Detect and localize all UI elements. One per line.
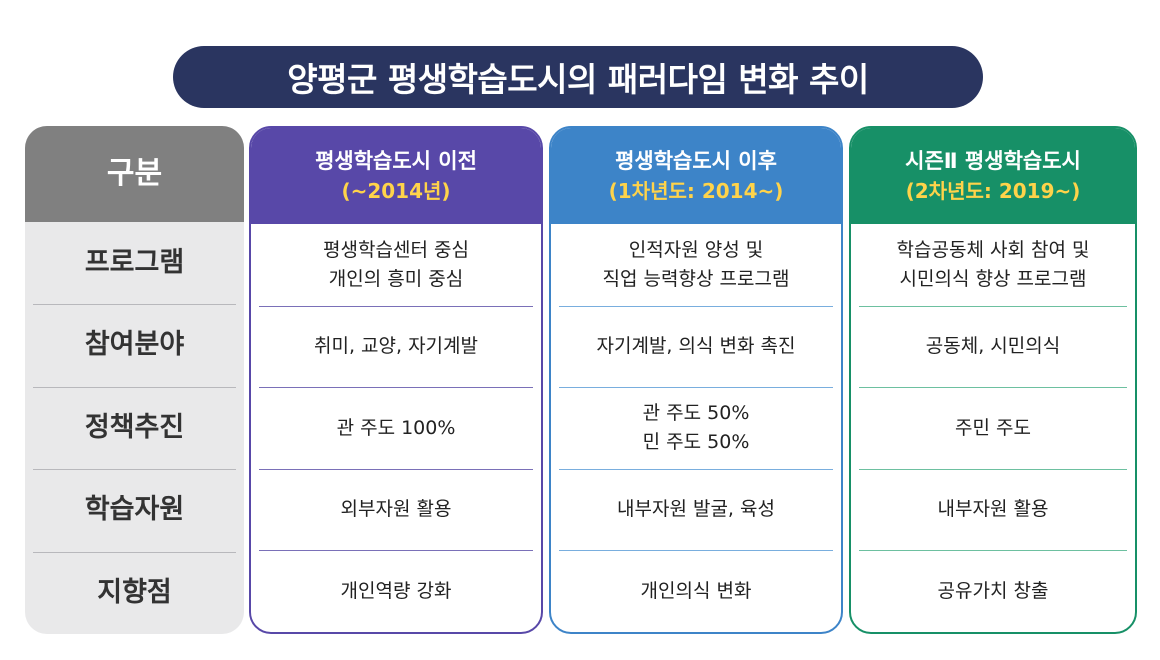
cell-line: 인적자원 양성 및 — [628, 239, 764, 262]
cell-participation: 자기계발, 의식 변화 촉진 — [551, 305, 841, 388]
column-before: 평생학습도시 이전 (~2014년) 평생학습센터 중심 개인의 흥미 중심 취… — [249, 126, 543, 634]
cell-orientation: 개인의식 변화 — [551, 550, 841, 632]
cell-line: 공유가치 창출 — [937, 579, 1049, 602]
cell-line: 관 주도 100% — [336, 416, 456, 439]
cell-line: 내부자원 발굴, 육성 — [617, 498, 775, 521]
page-title: 양평군 평생학습도시의 패러다임 변화 추이 — [173, 46, 983, 108]
cell-program: 평생학습센터 중심 개인의 흥미 중심 — [251, 224, 541, 306]
column-period: (1차년도: 2014~) — [608, 178, 784, 203]
cell-resources: 내부자원 발굴, 육성 — [551, 468, 841, 551]
column-period: (~2014년) — [341, 178, 451, 203]
cell-line: 학습공동체 사회 참여 및 — [896, 239, 1090, 262]
cell-line: 개인역량 강화 — [340, 579, 452, 602]
row-label-policy: 정책추진 — [25, 386, 244, 469]
row-label-resources: 학습자원 — [25, 469, 244, 551]
row-label-orientation: 지향점 — [25, 551, 244, 634]
cell-line: 시민의식 향상 프로그램 — [899, 267, 1087, 290]
cell-participation: 공동체, 시민의식 — [851, 305, 1135, 388]
cell-line: 개인의 흥미 중심 — [328, 267, 464, 290]
cell-line: 외부자원 활용 — [340, 498, 452, 521]
column-period: (2차년도: 2019~) — [905, 178, 1081, 203]
column-title: 평생학습도시 이전 — [315, 149, 477, 174]
column-title: 평생학습도시 이후 — [615, 149, 777, 174]
cell-line: 평생학습센터 중심 — [323, 239, 469, 262]
cell-orientation: 공유가치 창출 — [851, 550, 1135, 632]
cell-line: 공동체, 시민의식 — [925, 335, 1061, 358]
cell-line: 자기계발, 의식 변화 촉진 — [596, 335, 796, 358]
column-after: 평생학습도시 이후 (1차년도: 2014~) 인적자원 양성 및 직업 능력향… — [549, 126, 843, 634]
cell-line: 관 주도 50% — [642, 402, 750, 425]
cell-line: 내부자원 활용 — [937, 498, 1049, 521]
cell-line: 취미, 교양, 자기계발 — [314, 335, 478, 358]
cell-resources: 외부자원 활용 — [251, 468, 541, 551]
column-header: 시즌Ⅱ 평생학습도시 (2차년도: 2019~) — [851, 128, 1135, 224]
cell-policy: 관 주도 50% 민 주도 50% — [551, 387, 841, 469]
label-column-header: 구분 — [25, 126, 244, 222]
cell-line: 직업 능력향상 프로그램 — [602, 267, 790, 290]
cell-resources: 내부자원 활용 — [851, 468, 1135, 551]
cell-line: 주민 주도 — [955, 416, 1031, 439]
column-header: 평생학습도시 이후 (1차년도: 2014~) — [551, 128, 841, 224]
row-label-program: 프로그램 — [84, 246, 185, 278]
cell-policy: 주민 주도 — [851, 387, 1135, 469]
column-season-2: 시즌Ⅱ 평생학습도시 (2차년도: 2019~) 학습공동체 사회 참여 및 시… — [849, 126, 1137, 634]
column-header: 평생학습도시 이전 (~2014년) — [251, 128, 541, 224]
column-title: 시즌Ⅱ 평생학습도시 — [905, 149, 1081, 174]
cell-program: 학습공동체 사회 참여 및 시민의식 향상 프로그램 — [851, 224, 1135, 306]
row-label-column: 구분 프로그램 참여분야 정책추진 학습자원 지향점 — [25, 126, 244, 634]
cell-program: 인적자원 양성 및 직업 능력향상 프로그램 — [551, 224, 841, 306]
row-label-participation: 참여분야 — [25, 304, 244, 386]
cell-line: 개인의식 변화 — [640, 579, 752, 602]
cell-participation: 취미, 교양, 자기계발 — [251, 305, 541, 388]
cell-policy: 관 주도 100% — [251, 387, 541, 469]
cell-line: 민 주도 50% — [642, 430, 750, 453]
cell-orientation: 개인역량 강화 — [251, 550, 541, 632]
